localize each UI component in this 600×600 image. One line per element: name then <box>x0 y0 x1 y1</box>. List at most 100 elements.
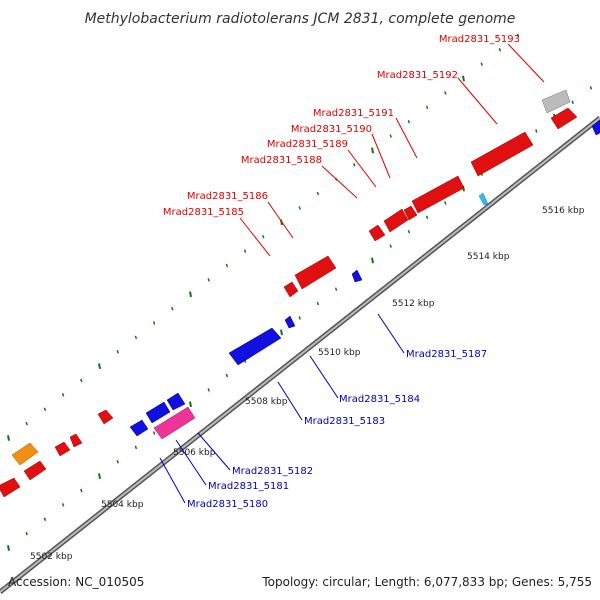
kbp-label-5512: 5512 kbp <box>392 299 435 309</box>
gene-label-5190[interactable]: Mrad2831_5190 <box>291 124 372 135</box>
minor-tick <box>589 86 593 90</box>
gene-arrow[interactable] <box>478 192 489 206</box>
minor-tick <box>498 48 502 52</box>
minor-tick <box>134 335 138 340</box>
gene-arrow[interactable] <box>97 409 114 425</box>
major-tick <box>462 75 465 82</box>
gene-label-5183[interactable]: Mrad2831_5183 <box>304 416 385 427</box>
gene-arrow[interactable] <box>129 419 149 437</box>
map-title: Methylobacterium radiotolerans JCM 2831,… <box>85 11 516 27</box>
minor-tick <box>80 378 83 383</box>
gene-arrow[interactable] <box>284 315 296 329</box>
minor-tick <box>171 306 174 311</box>
accession-text: Accession: NC_010505 <box>8 575 144 589</box>
minor-tick <box>407 119 411 124</box>
minor-tick <box>316 301 320 306</box>
minor-tick <box>25 531 28 536</box>
major-tick <box>371 147 374 154</box>
gene-arrow[interactable] <box>591 119 600 136</box>
minor-tick <box>316 191 320 196</box>
gene-arrow[interactable] <box>351 269 363 283</box>
minor-tick <box>116 349 119 354</box>
minor-tick <box>334 287 338 291</box>
minor-tick <box>225 263 229 268</box>
gene-arrow[interactable] <box>11 442 39 466</box>
gene-arrow[interactable] <box>166 392 186 411</box>
minor-tick <box>444 91 447 95</box>
gene-arrow[interactable] <box>470 131 534 177</box>
minor-tick <box>425 105 429 110</box>
gene-arrow[interactable] <box>23 460 47 481</box>
gene-arrow[interactable] <box>550 107 578 130</box>
minor-tick <box>407 229 411 234</box>
minor-tick <box>134 445 138 450</box>
kbp-label-5506: 5506 kbp <box>173 448 216 458</box>
gene-arrow[interactable] <box>294 255 337 290</box>
gene-label-5187[interactable]: Mrad2831_5187 <box>406 349 487 360</box>
minor-tick <box>262 234 265 239</box>
reverse-leader-lines <box>159 313 405 504</box>
minor-tick <box>389 134 392 138</box>
gene-arrow[interactable] <box>145 401 171 424</box>
gene-arrow[interactable] <box>411 175 465 214</box>
minor-tick <box>243 249 247 253</box>
major-tick <box>280 329 283 336</box>
gene-label-5180[interactable]: Mrad2831_5180 <box>187 499 268 510</box>
gene-label-5185[interactable]: Mrad2831_5185 <box>163 207 244 218</box>
gene-label-5192[interactable]: Mrad2831_5192 <box>377 70 458 81</box>
minor-tick <box>152 321 156 325</box>
major-tick <box>98 473 101 479</box>
gene-arrow[interactable] <box>403 205 418 221</box>
minor-tick <box>571 100 574 105</box>
kbp-label-5516: 5516 kbp <box>542 206 585 216</box>
gene-label-5189[interactable]: Mrad2831_5189 <box>267 139 348 150</box>
gene-label-5188[interactable]: Mrad2831_5188 <box>241 155 322 166</box>
minor-tick <box>225 373 229 378</box>
minor-tick <box>61 503 65 507</box>
gene-arrow[interactable] <box>368 224 386 242</box>
minor-tick <box>516 33 520 38</box>
outer-tick-row <box>7 33 520 441</box>
minor-tick <box>116 459 119 464</box>
major-tick <box>7 435 10 441</box>
reverse-genes <box>129 119 600 440</box>
gene-arrow[interactable] <box>541 89 571 114</box>
minor-tick <box>298 206 301 210</box>
gene-arrow[interactable] <box>0 477 21 498</box>
minor-tick <box>353 163 356 167</box>
minor-tick <box>61 393 65 397</box>
gene-arrow[interactable] <box>54 441 71 457</box>
kbp-label-5504: 5504 kbp <box>101 500 144 510</box>
gene-label-5193[interactable]: Mrad2831_5193 <box>439 34 520 45</box>
minor-tick <box>152 431 156 435</box>
gene-label-5182[interactable]: Mrad2831_5182 <box>232 466 313 477</box>
gene-label-5191[interactable]: Mrad2831_5191 <box>313 108 394 119</box>
gene-label-5184[interactable]: Mrad2831_5184 <box>339 394 420 405</box>
minor-tick <box>535 129 538 133</box>
reverse-gene-labels: Mrad2831_5187 Mrad2831_5184 Mrad2831_518… <box>187 349 487 510</box>
kbp-label-5508: 5508 kbp <box>245 397 288 407</box>
gene-arrow[interactable] <box>153 406 196 440</box>
gene-label-5181[interactable]: Mrad2831_5181 <box>208 481 289 492</box>
major-tick <box>371 257 374 264</box>
gene-arrow[interactable] <box>283 281 299 298</box>
gene-arrow[interactable] <box>228 327 282 366</box>
gene-label-5186[interactable]: Mrad2831_5186 <box>187 191 268 202</box>
genome-backbone <box>0 116 600 594</box>
gene-arrow[interactable] <box>69 433 83 448</box>
genome-summary-text: Topology: circular; Length: 6,077,833 bp… <box>261 575 592 589</box>
minor-tick <box>425 215 429 220</box>
kbp-tick-labels: 5502 kbp 5504 kbp 5506 kbp 5508 kbp 5510… <box>30 206 585 562</box>
gene-arrow[interactable] <box>383 208 409 233</box>
minor-tick <box>444 201 447 205</box>
minor-tick <box>298 316 301 320</box>
minor-tick <box>43 407 47 411</box>
kbp-label-5514: 5514 kbp <box>467 252 510 262</box>
major-tick <box>189 291 192 298</box>
kbp-label-5502: 5502 kbp <box>30 552 73 562</box>
minor-tick <box>480 62 483 66</box>
minor-tick <box>207 278 210 282</box>
minor-tick <box>25 421 28 426</box>
minor-tick <box>43 517 47 521</box>
